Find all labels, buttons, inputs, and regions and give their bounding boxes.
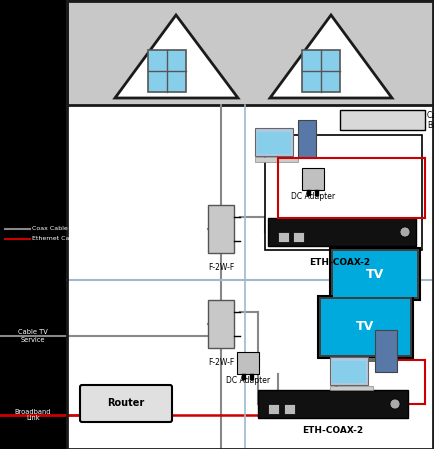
Text: TV: TV xyxy=(356,321,375,334)
Bar xyxy=(258,390,408,418)
Bar xyxy=(340,110,425,130)
Text: ETH-COAX-2: ETH-COAX-2 xyxy=(302,426,364,435)
Bar xyxy=(318,296,413,358)
Bar xyxy=(257,132,291,154)
Bar xyxy=(315,190,319,196)
Text: ETH-COAX-2: ETH-COAX-2 xyxy=(309,258,371,267)
Bar xyxy=(67,0,434,449)
Bar xyxy=(278,232,289,242)
Bar xyxy=(250,374,254,380)
Text: F-2W-F: F-2W-F xyxy=(208,358,234,367)
Bar xyxy=(148,50,186,92)
Text: Broadband
Link: Broadband Link xyxy=(15,409,51,422)
Bar xyxy=(332,361,366,383)
Bar xyxy=(330,386,373,390)
Text: TV: TV xyxy=(366,268,384,281)
Text: Cable/Satellite
Box: Cable/Satellite Box xyxy=(427,110,434,130)
Bar xyxy=(355,358,375,362)
Bar xyxy=(302,168,324,190)
Text: Router: Router xyxy=(107,398,145,408)
Polygon shape xyxy=(115,15,238,98)
Bar xyxy=(268,218,416,246)
Bar xyxy=(255,128,293,156)
Bar xyxy=(293,232,304,242)
Bar xyxy=(242,374,246,380)
Circle shape xyxy=(390,399,400,409)
Bar xyxy=(302,50,340,92)
Bar xyxy=(67,1,433,449)
Bar xyxy=(307,190,311,196)
Bar xyxy=(208,205,234,253)
Circle shape xyxy=(400,227,410,237)
Bar xyxy=(265,135,422,250)
Bar xyxy=(0,0,67,449)
Text: Ethernet Cable: Ethernet Cable xyxy=(32,237,79,242)
Text: Coax Cable: Coax Cable xyxy=(32,226,68,232)
Text: DC Adapter: DC Adapter xyxy=(291,192,335,201)
Bar xyxy=(375,330,397,372)
Bar xyxy=(268,404,279,414)
Bar xyxy=(321,299,410,355)
Bar xyxy=(330,357,368,385)
FancyBboxPatch shape xyxy=(80,385,172,422)
Bar xyxy=(333,251,417,297)
Bar xyxy=(330,248,420,300)
Bar xyxy=(284,404,295,414)
Text: F-2W-F: F-2W-F xyxy=(208,263,234,272)
Bar xyxy=(208,300,234,348)
Text: DC Adapter: DC Adapter xyxy=(226,376,270,385)
Text: Cable TV
Service: Cable TV Service xyxy=(18,330,48,343)
Polygon shape xyxy=(270,15,392,98)
Bar xyxy=(67,0,434,105)
Bar xyxy=(237,352,259,374)
Bar xyxy=(298,120,316,158)
Bar xyxy=(255,157,298,162)
